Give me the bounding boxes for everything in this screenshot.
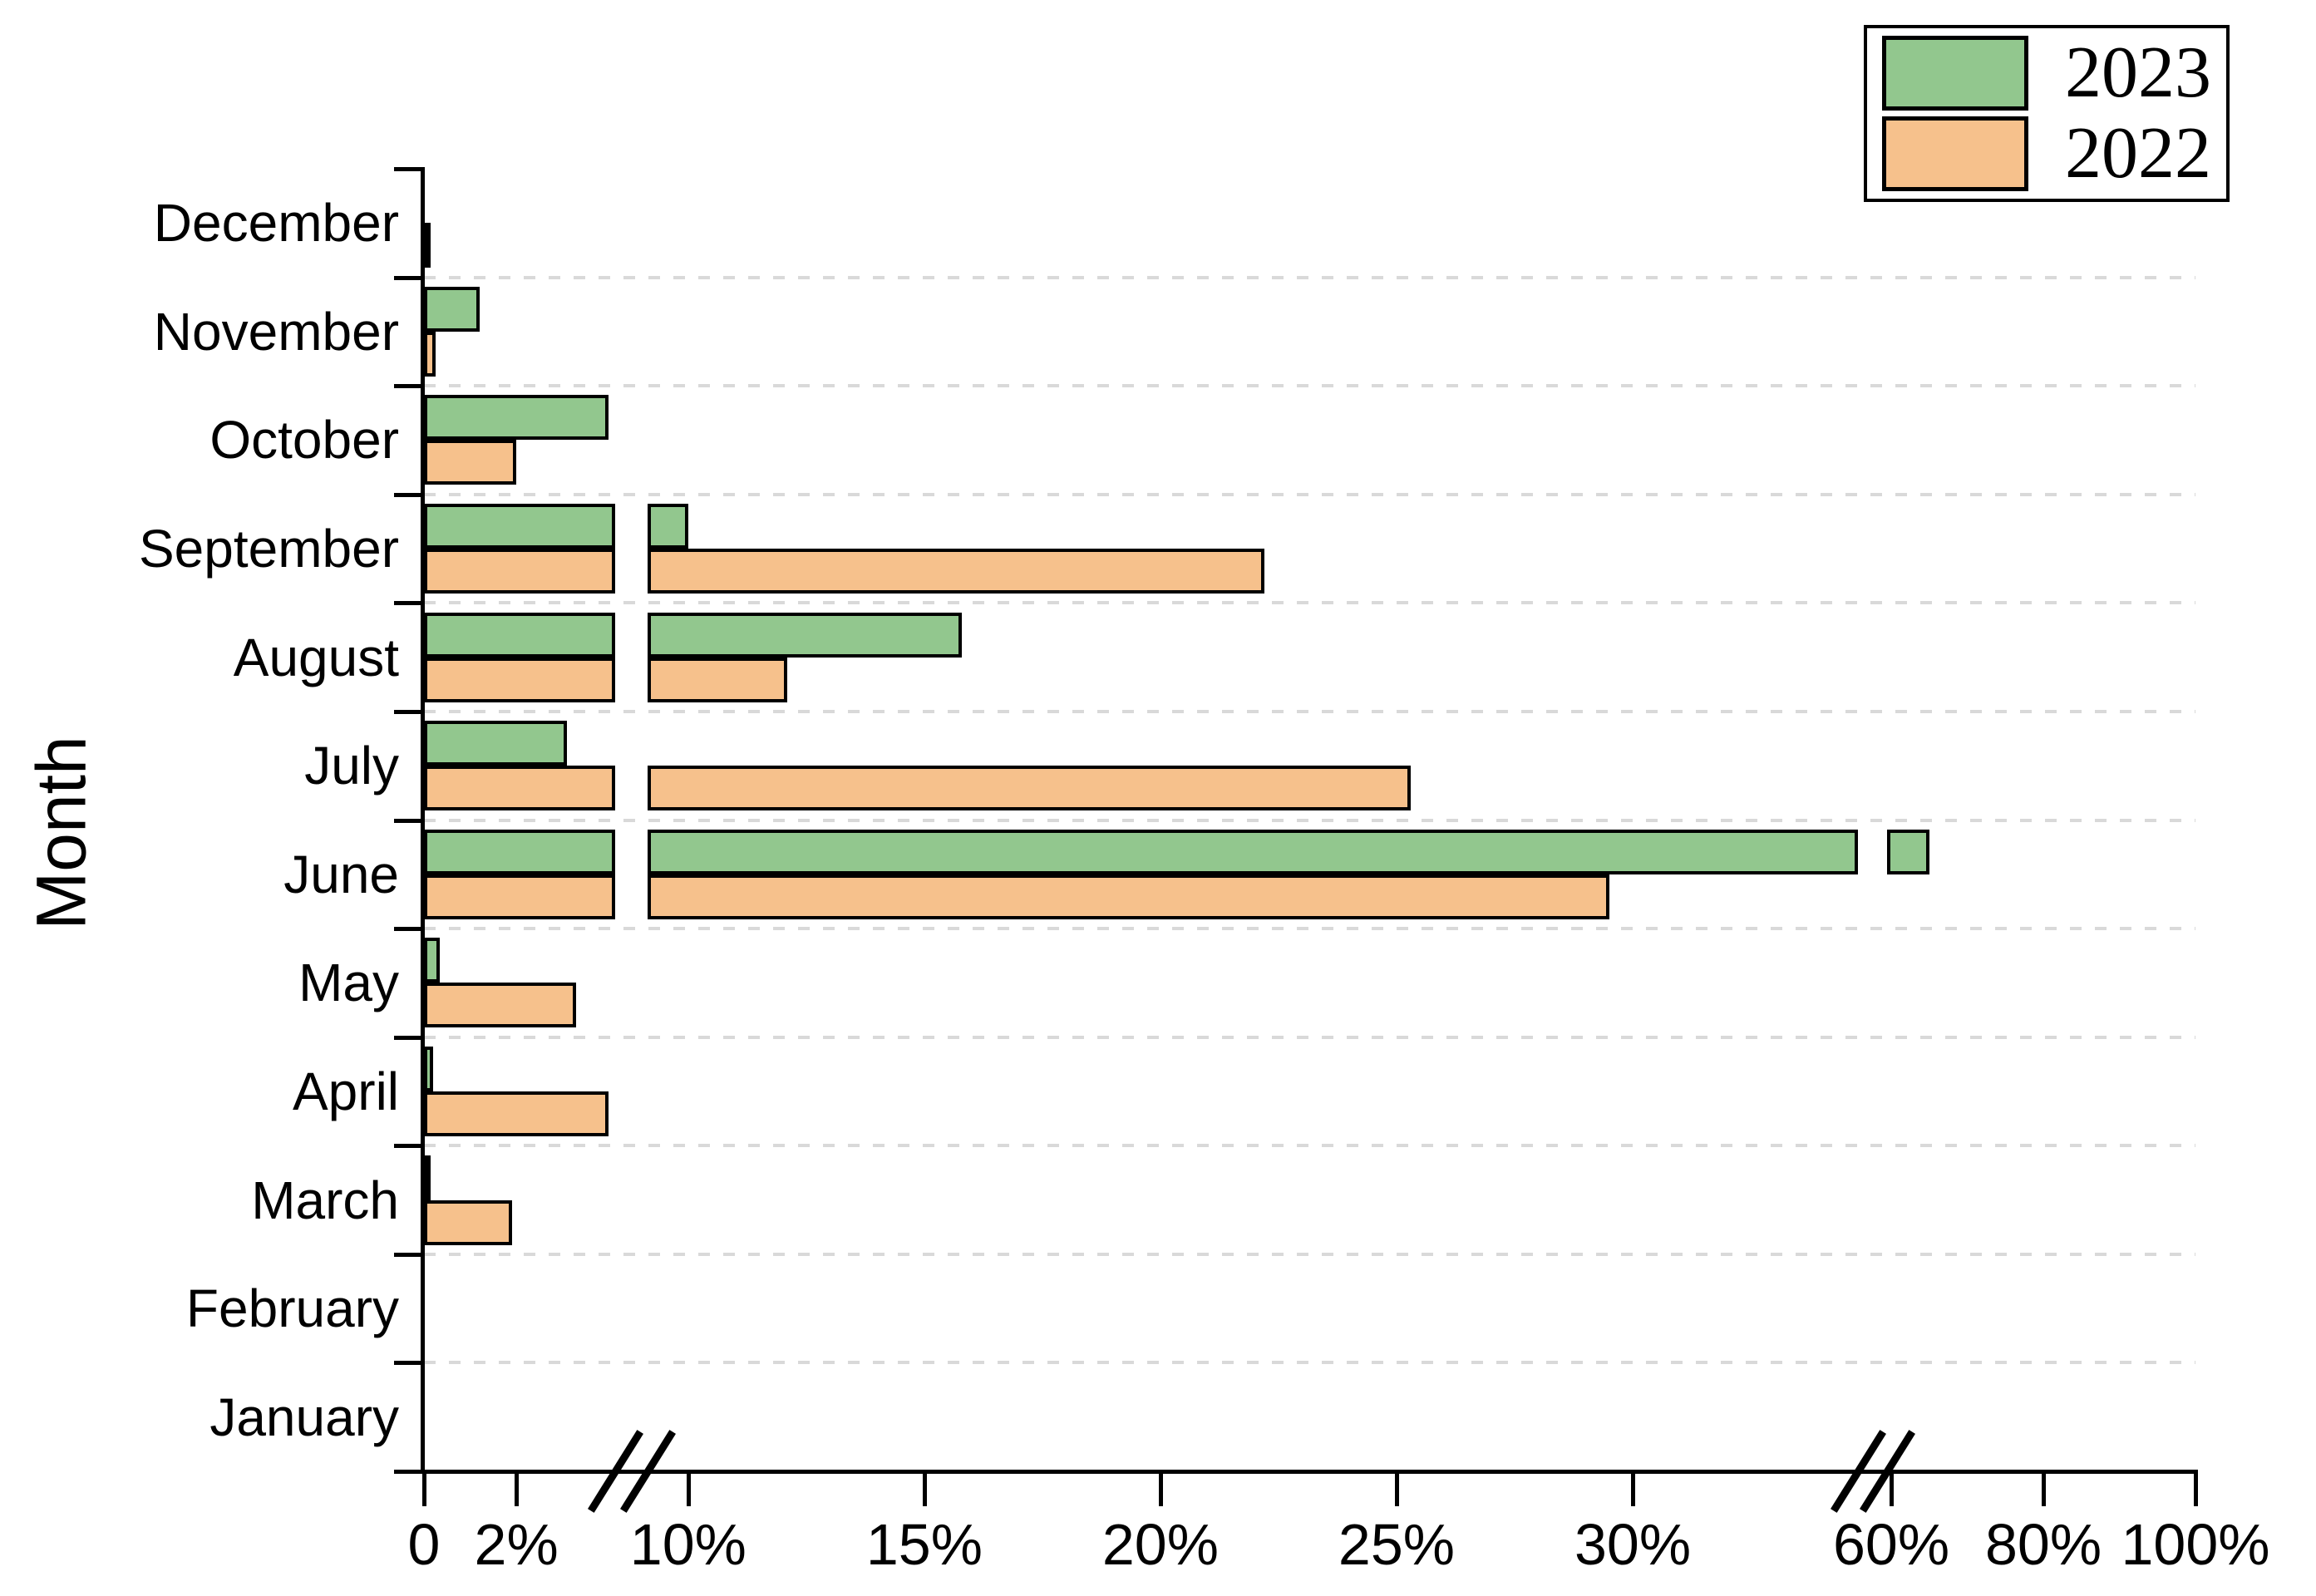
- x-axis-tick-100pct: [2194, 1471, 2198, 1506]
- bar-2023-april: [424, 1046, 434, 1091]
- x-axis-line: [409, 1470, 2198, 1474]
- bar-2022-may: [424, 983, 577, 1028]
- x-tick-label-2pct: 2%: [474, 1512, 559, 1577]
- gridline: [424, 275, 2195, 279]
- bar-2022-july-seg0: [424, 766, 615, 811]
- legend: 2023 2022: [1864, 25, 2230, 202]
- y-axis-tick: [394, 1470, 424, 1474]
- bar-2022-october: [424, 440, 517, 485]
- legend-swatch-2023: [1882, 36, 2028, 111]
- bar-2022-november: [424, 331, 436, 377]
- gridline: [424, 1035, 2195, 1039]
- bar-2022-december: [424, 223, 431, 268]
- x-axis-tick-80pct: [2042, 1471, 2047, 1506]
- gridline: [424, 1361, 2195, 1365]
- x-axis-tick-20pct: [1158, 1471, 1163, 1506]
- x-tick-label-0: 0: [407, 1512, 441, 1577]
- legend-label-2022: 2022: [2065, 112, 2211, 194]
- bar-2023-june-seg2: [1887, 829, 1929, 874]
- x-axis-tick-2pct: [515, 1471, 520, 1506]
- y-axis-tick: [394, 1252, 424, 1257]
- gridline: [424, 1144, 2195, 1148]
- bar-2022-july-seg1: [648, 766, 1412, 811]
- bar-2023-september-seg0: [424, 504, 615, 549]
- legend-item-2022: 2022: [1882, 114, 2211, 194]
- bar-2022-march: [424, 1199, 512, 1245]
- bar-2023-june-seg0: [424, 829, 615, 874]
- x-tick-label-15pct: 15%: [865, 1512, 983, 1577]
- y-axis-tick: [394, 818, 424, 823]
- y-tick-label-october: October: [209, 410, 399, 470]
- bar-2023-august-seg0: [424, 612, 615, 658]
- y-axis-tick: [394, 492, 424, 497]
- x-tick-label-100pct: 100%: [2121, 1512, 2270, 1577]
- y-tick-label-november: November: [153, 301, 399, 362]
- x-axis-tick-15pct: [922, 1471, 927, 1506]
- y-tick-label-december: December: [153, 193, 399, 254]
- x-tick-label-60pct: 60%: [1832, 1512, 1950, 1577]
- y-axis-title: Month: [22, 736, 101, 930]
- bar-2023-june-seg1: [648, 829, 1858, 874]
- bar-2023-october: [424, 395, 609, 441]
- gridline: [424, 492, 2195, 496]
- x-axis-tick-0: [422, 1471, 426, 1506]
- bar-2022-august-seg0: [424, 657, 615, 702]
- bar-2022-june-seg0: [424, 874, 615, 919]
- x-axis-tick-60pct: [1890, 1471, 1895, 1506]
- y-axis-tick: [394, 709, 424, 714]
- gridline: [424, 601, 2195, 605]
- y-tick-label-february: February: [185, 1278, 399, 1339]
- bar-2023-may: [424, 938, 441, 983]
- y-axis-tick: [394, 1361, 424, 1366]
- gridline: [424, 818, 2195, 822]
- y-tick-label-september: September: [138, 519, 399, 579]
- bar-2022-april: [424, 1091, 609, 1136]
- bar-2022-september-seg1: [648, 549, 1264, 594]
- y-tick-label-june: June: [283, 844, 399, 904]
- x-tick-label-20pct: 20%: [1101, 1512, 1219, 1577]
- y-axis-tick: [394, 601, 424, 606]
- gridline: [424, 709, 2195, 713]
- y-tick-label-january: January: [209, 1387, 399, 1447]
- x-tick-label-25pct: 25%: [1338, 1512, 1456, 1577]
- x-tick-label-30pct: 30%: [1574, 1512, 1692, 1577]
- legend-label-2023: 2023: [2065, 32, 2211, 114]
- gridline: [424, 1252, 2195, 1256]
- bar-2023-september-seg1: [648, 504, 688, 549]
- y-tick-label-august: August: [233, 627, 399, 687]
- gridline: [424, 927, 2195, 931]
- x-axis-tick-10pct: [686, 1471, 691, 1506]
- y-axis-tick: [394, 927, 424, 932]
- y-axis-tick: [394, 275, 424, 280]
- x-axis-tick-25pct: [1394, 1471, 1399, 1506]
- y-tick-label-march: March: [251, 1170, 399, 1230]
- bar-2023-july: [424, 721, 568, 766]
- y-axis-tick: [394, 167, 424, 171]
- x-tick-label-80pct: 80%: [1984, 1512, 2102, 1577]
- y-tick-label-may: May: [298, 953, 399, 1013]
- x-tick-label-10pct: 10%: [629, 1512, 747, 1577]
- y-axis-tick: [394, 1144, 424, 1149]
- bar-2022-june-seg1: [648, 874, 1609, 919]
- x-axis-tick-30pct: [1631, 1471, 1636, 1506]
- y-axis-tick: [394, 1035, 424, 1040]
- y-tick-label-july: July: [304, 736, 399, 796]
- bar-2022-august-seg1: [648, 657, 788, 702]
- gridline: [424, 384, 2195, 388]
- bar-2023-march: [424, 1155, 431, 1200]
- bar-2022-september-seg0: [424, 549, 615, 594]
- bar-2023-november: [424, 286, 480, 332]
- legend-item-2023: 2023: [1882, 33, 2211, 113]
- y-axis-tick: [394, 384, 424, 389]
- y-tick-label-april: April: [292, 1061, 399, 1121]
- bar-2023-august-seg1: [648, 612, 963, 658]
- legend-swatch-2022: [1882, 116, 2028, 191]
